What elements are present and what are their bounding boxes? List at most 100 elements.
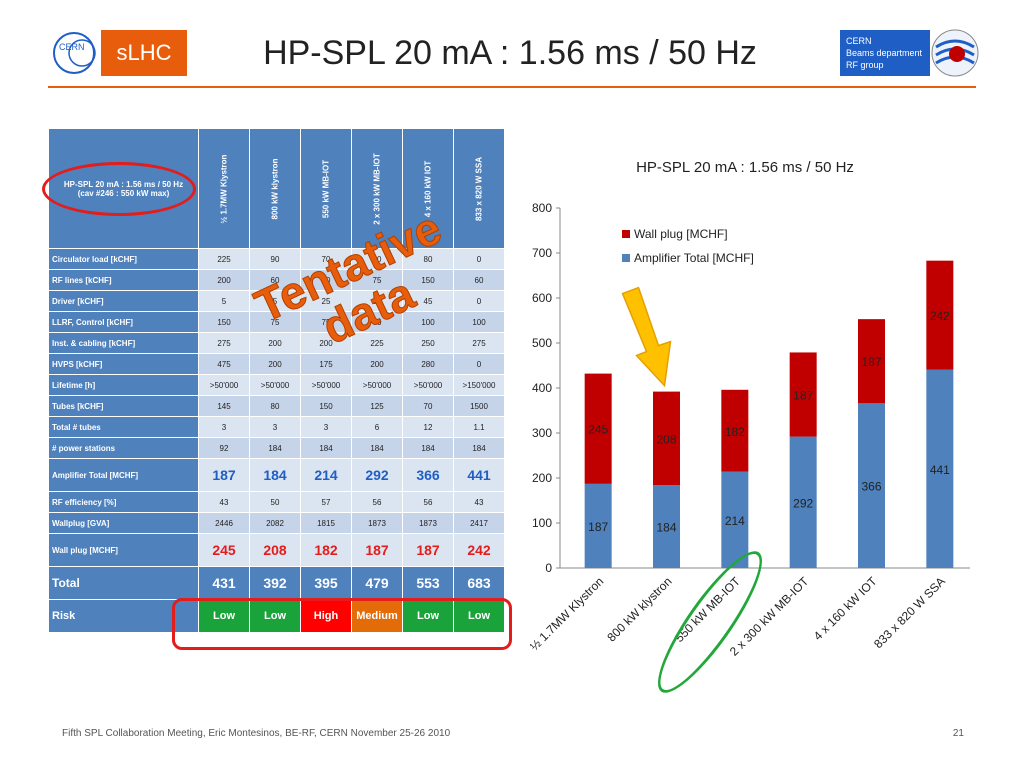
column-header: 4 x 160 kW IOT: [402, 128, 454, 249]
row-label: # power stations: [48, 437, 199, 459]
table-cell: 100: [402, 311, 454, 333]
legend-swatch: [622, 254, 630, 262]
table-cell: 1.1: [453, 416, 505, 438]
y-tick-label: 500: [532, 336, 552, 350]
table-cell: 184: [453, 437, 505, 459]
table-cell: 275: [453, 332, 505, 354]
table-cell: 184: [249, 437, 301, 459]
risk-cell-wrap: Low: [402, 599, 454, 633]
table-cell: 431: [198, 566, 250, 600]
column-header: 550 kW MB-IOT: [300, 128, 352, 249]
table-cell: 92: [198, 437, 250, 459]
bar-wallplug: [584, 373, 612, 484]
table-cell: 245: [198, 533, 250, 567]
data-label-wallplug: 182: [725, 425, 745, 439]
table-cell: 2082: [249, 512, 301, 534]
table-cell: 479: [351, 566, 403, 600]
table-cell: 441: [453, 458, 505, 492]
data-label-wallplug: 187: [793, 389, 813, 403]
legend-entry: Wall plug [MCHF]: [634, 227, 728, 241]
risk-badge: Low: [213, 610, 235, 622]
table-cell: 392: [249, 566, 301, 600]
table-cell: 184: [351, 437, 403, 459]
page-title: HP-SPL 20 mA : 1.56 ms / 50 Hz: [263, 34, 757, 72]
table-cell: >50'000: [351, 374, 403, 396]
legend-swatch: [622, 230, 630, 238]
data-label-amplifier: 366: [861, 480, 881, 494]
y-tick-label: 300: [532, 426, 552, 440]
risk-cell-wrap: Low: [249, 599, 301, 633]
table-row: HVPS [kCHF] 475 200 175 200 280 0: [48, 353, 505, 375]
table-cell: 145: [198, 395, 250, 417]
table-cell: 187: [351, 533, 403, 567]
table-cell: 683: [453, 566, 505, 600]
footer-text: Fifth SPL Collaboration Meeting, Eric Mo…: [62, 728, 451, 739]
table-row: Total # tubes 3 3 3 6 12 1.1: [48, 416, 505, 438]
data-label-amplifier: 292: [793, 496, 813, 510]
y-tick-label: 600: [532, 291, 552, 305]
risk-cell-wrap: Low: [453, 599, 505, 633]
column-header: 833 x 820 W SSA: [453, 128, 505, 249]
bar-amplifier: [789, 436, 817, 568]
stacked-bar-chart: HP-SPL 20 mA : 1.56 ms / 50 Hz 0 100 200 300…: [527, 159, 970, 659]
table-cell: 100: [453, 311, 505, 333]
table-cell: 214: [300, 458, 352, 492]
risk-badge: Medium: [356, 610, 398, 622]
table-cell: 50: [249, 491, 301, 513]
table-cell: 242: [453, 533, 505, 567]
table-cell: 43: [453, 491, 505, 513]
data-label-amplifier: 187: [588, 520, 608, 534]
table-cell: >50'000: [300, 374, 352, 396]
row-label: HVPS [kCHF]: [48, 353, 199, 375]
x-tick-label: 833 x 820 W SSA: [871, 574, 948, 651]
table-cell: 2417: [453, 512, 505, 534]
table-row: RF efficiency [%] 43 50 57 56 56 43: [48, 491, 505, 513]
cern-logo: CERN: [53, 32, 96, 74]
x-tick-label: ½ 1.7MW Klystron: [527, 574, 606, 653]
chart-title: HP-SPL 20 mA : 1.56 ms / 50 Hz: [636, 159, 854, 176]
table-cell: 1815: [300, 512, 352, 534]
table-cell: 225: [351, 332, 403, 354]
cern-logo-text: CERN: [59, 42, 85, 52]
risk-badge: Low: [468, 610, 490, 622]
data-label-amplifier: 214: [725, 514, 745, 528]
table-cell: >50'000: [249, 374, 301, 396]
table-cell: 200: [249, 332, 301, 354]
slhc-badge: sLHC: [101, 30, 187, 76]
table-cell: 12: [402, 416, 454, 438]
annotation-arrow: [621, 286, 672, 388]
risk-badge: High: [313, 610, 339, 622]
table-cell: 184: [249, 458, 301, 492]
table-cell: 553: [402, 566, 454, 600]
table-cell: 2446: [198, 512, 250, 534]
legend-entry: Amplifier Total [MCHF]: [634, 251, 754, 265]
table-cell: 475: [198, 353, 250, 375]
row-label: Driver [kCHF]: [48, 290, 199, 312]
table-cell: 225: [198, 248, 250, 270]
table-cell: 395: [300, 566, 352, 600]
row-label: Total: [48, 566, 199, 600]
table-cell: 150: [300, 395, 352, 417]
table-cell: >150'000: [453, 374, 505, 396]
table-cell: 75: [300, 311, 352, 333]
row-label: Total # tubes: [48, 416, 199, 438]
table-row: LLRF, Control [kCHF] 150 75 75 75 100 100: [48, 311, 505, 333]
bar-wallplug: [789, 352, 817, 437]
table-cell: 75: [351, 311, 403, 333]
table-cell: 275: [198, 332, 250, 354]
row-label: Amplifier Total [MCHF]: [48, 458, 199, 492]
cern-info-line-2: Beams department: [846, 48, 923, 58]
bar-amplifier: [858, 403, 885, 568]
table-cell: 1873: [402, 512, 454, 534]
table-cell: 250: [402, 332, 454, 354]
header-divider: [48, 86, 976, 88]
table-cell: 6: [351, 416, 403, 438]
table-cell: 56: [402, 491, 454, 513]
table-row: # power stations 92 184 184 184 184 184: [48, 437, 505, 459]
table-row: Inst. & cabling [kCHF] 275 200 200 225 250 275: [48, 332, 505, 354]
row-label: Tubes [kCHF]: [48, 395, 199, 417]
table-cell: 187: [198, 458, 250, 492]
row-label: Circulator load [kCHF]: [48, 248, 199, 270]
table-row-amplifier-total: Amplifier Total [MCHF] 187 184 214 292 3…: [48, 458, 505, 492]
table-cell: 75: [351, 269, 403, 291]
